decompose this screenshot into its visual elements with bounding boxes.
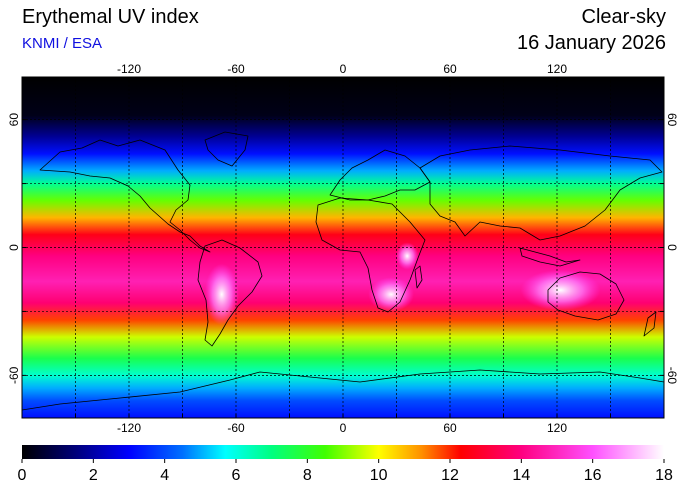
colorbar-ticks: 0 2 4 6 8 10 12 14 16 18: [18, 459, 673, 484]
mode-label: Clear-sky: [581, 6, 666, 28]
colorbar-label: 6: [232, 467, 241, 484]
lon-tick-label-top: -120: [117, 62, 141, 76]
coastline-asia: [419, 145, 663, 241]
coastline-new-zealand: [643, 311, 657, 337]
coastline-south-america: [197, 239, 263, 347]
lon-tick-label-top: 60: [443, 62, 457, 76]
colorbar-label: 8: [303, 467, 312, 484]
coastline-north-america: [39, 139, 211, 253]
hotspot-andes: [204, 263, 239, 326]
map-ticks: -120 -120 -60 -60 0 0 60 60 120 120 60 60 0 0 -60 -60: [7, 62, 679, 435]
lat-tick-label-right: -60: [665, 367, 679, 385]
coastline-africa: [315, 197, 426, 313]
lat-tick-label-right: 0: [665, 244, 679, 251]
colorbar-label: 16: [584, 467, 602, 484]
lon-tick-label-bottom: -120: [117, 421, 141, 435]
credit-label: KNMI / ESA: [22, 35, 103, 52]
colorbar-label: 0: [18, 467, 27, 484]
hotspot-east-africa: [395, 242, 419, 270]
colorbar-label: 4: [160, 467, 169, 484]
coastlines: [22, 131, 664, 411]
hotspot-southern-africa: [368, 277, 414, 312]
coastline-australia: [547, 271, 625, 321]
coastline-indonesia: [519, 247, 581, 267]
lon-tick-label-bottom: 120: [547, 421, 567, 435]
lat-tick-label-left: -60: [7, 366, 21, 384]
coastline-madagascar: [414, 265, 423, 289]
lon-tick-label-bottom: -60: [227, 421, 245, 435]
colorbar-label: 14: [512, 467, 530, 484]
page-title: Erythemal UV index: [22, 6, 199, 28]
lon-tick-label-top: -60: [227, 62, 245, 76]
colorbar-label: 12: [441, 467, 459, 484]
colorbar-label: 18: [655, 467, 673, 484]
lat-tick-label-left: 60: [7, 113, 21, 127]
date-label: 16 January 2026: [516, 32, 666, 54]
colorbar: [22, 445, 664, 459]
lat-tick-label-left: 0: [7, 244, 21, 251]
lon-tick-label-bottom: 60: [443, 421, 457, 435]
lat-tick-label-right: 60: [665, 113, 679, 127]
lon-tick-label-top: 120: [547, 62, 567, 76]
hotspot-australia: [520, 269, 601, 311]
graticule: [22, 77, 664, 418]
coastline-antarctica: [22, 369, 664, 411]
lon-tick-label-top: 0: [340, 62, 347, 76]
lon-tick-label-bottom: 0: [340, 421, 347, 435]
colorbar-label: 10: [370, 467, 388, 484]
uv-hotspots: [204, 242, 601, 326]
coastline-greenland: [204, 131, 249, 167]
colorbar-label: 2: [89, 467, 98, 484]
